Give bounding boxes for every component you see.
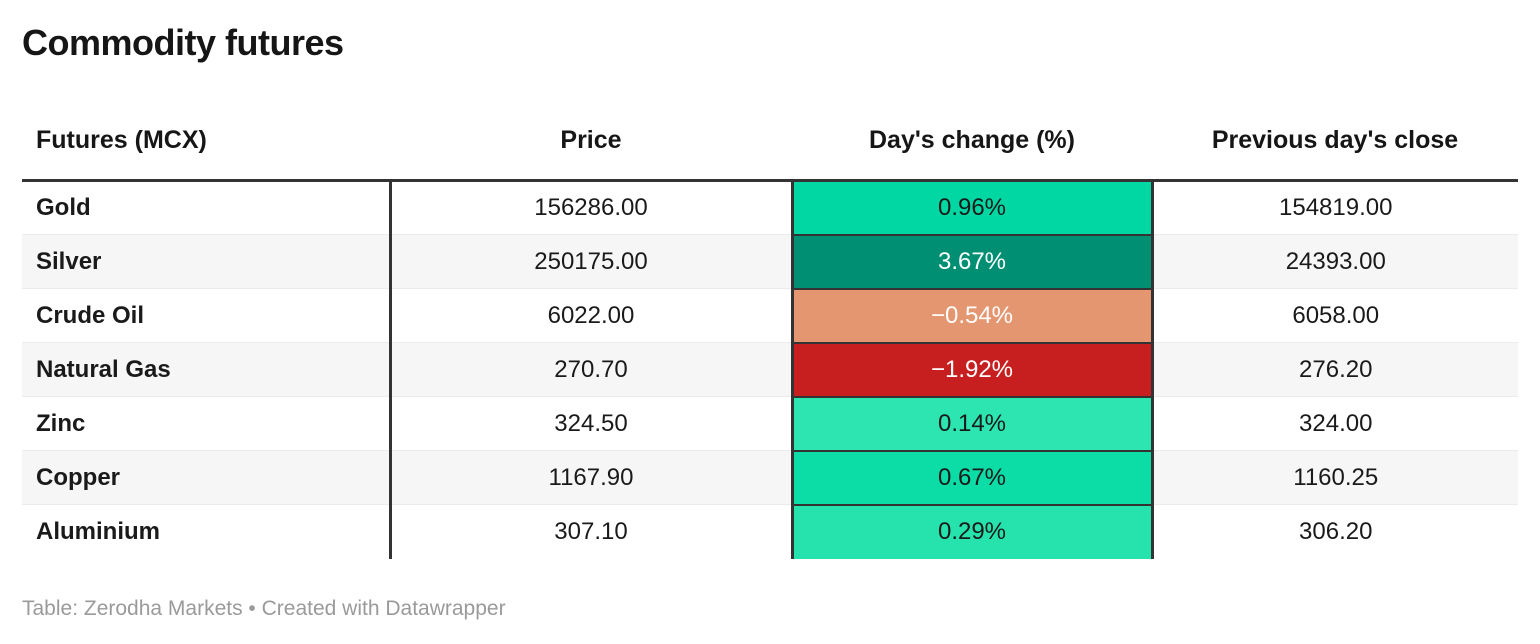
table-row: Crude Oil 6022.00 −0.54% 6058.00 <box>22 287 1518 343</box>
table-row: Natural Gas 270.70 −1.92% 276.20 <box>22 341 1518 397</box>
table-row: Aluminium 307.10 0.29% 306.20 <box>22 503 1518 559</box>
table-row: Copper 1167.90 0.67% 1160.25 <box>22 449 1518 505</box>
futures-name-cell: Copper <box>22 450 392 505</box>
price-cell: 324.50 <box>390 396 792 451</box>
days-change-cell: 3.67% <box>790 233 1154 289</box>
table-header: Futures (MCX) Price Day's change (%) Pre… <box>22 108 1518 182</box>
days-change-cell: 0.96% <box>790 179 1154 235</box>
column-header-price: Price <box>390 108 792 182</box>
days-change-cell: −1.92% <box>790 341 1154 397</box>
column-header-days-change: Day's change (%) <box>792 108 1152 182</box>
attribution-footer: Table: Zerodha Markets • Created with Da… <box>22 596 506 620</box>
prev-close-cell: 6058.00 <box>1152 288 1518 343</box>
prev-close-cell: 154819.00 <box>1152 180 1518 235</box>
table-row: Silver 250175.00 3.67% 24393.00 <box>22 233 1518 289</box>
futures-name-cell: Natural Gas <box>22 342 392 397</box>
price-cell: 307.10 <box>390 504 792 559</box>
column-header-prev-close: Previous day's close <box>1152 108 1518 182</box>
futures-name-cell: Silver <box>22 234 392 289</box>
commodity-futures-table: Futures (MCX) Price Day's change (%) Pre… <box>22 108 1518 559</box>
prev-close-cell: 24393.00 <box>1152 234 1518 289</box>
table-body: Gold 156286.00 0.96% 154819.00 Silver 250175.… <box>22 179 1518 559</box>
days-change-cell: −0.54% <box>790 287 1154 343</box>
table-row: Zinc 324.50 0.14% 324.00 <box>22 395 1518 451</box>
days-change-cell: 0.67% <box>790 449 1154 505</box>
table-header-row: Futures (MCX) Price Day's change (%) Pre… <box>22 108 1518 182</box>
column-header-futures: Futures (MCX) <box>22 108 390 182</box>
price-cell: 6022.00 <box>390 288 792 343</box>
futures-name-cell: Gold <box>22 180 392 235</box>
price-cell: 1167.90 <box>390 450 792 505</box>
futures-name-cell: Aluminium <box>22 504 392 559</box>
price-cell: 250175.00 <box>390 234 792 289</box>
prev-close-cell: 1160.25 <box>1152 450 1518 505</box>
prev-close-cell: 276.20 <box>1152 342 1518 397</box>
table-row: Gold 156286.00 0.96% 154819.00 <box>22 179 1518 235</box>
price-cell: 156286.00 <box>390 180 792 235</box>
prev-close-cell: 324.00 <box>1152 396 1518 451</box>
days-change-cell: 0.29% <box>790 503 1154 559</box>
price-cell: 270.70 <box>390 342 792 397</box>
page-title: Commodity futures <box>22 22 344 63</box>
days-change-cell: 0.14% <box>790 395 1154 451</box>
futures-name-cell: Crude Oil <box>22 288 392 343</box>
prev-close-cell: 306.20 <box>1152 504 1518 559</box>
futures-name-cell: Zinc <box>22 396 392 451</box>
